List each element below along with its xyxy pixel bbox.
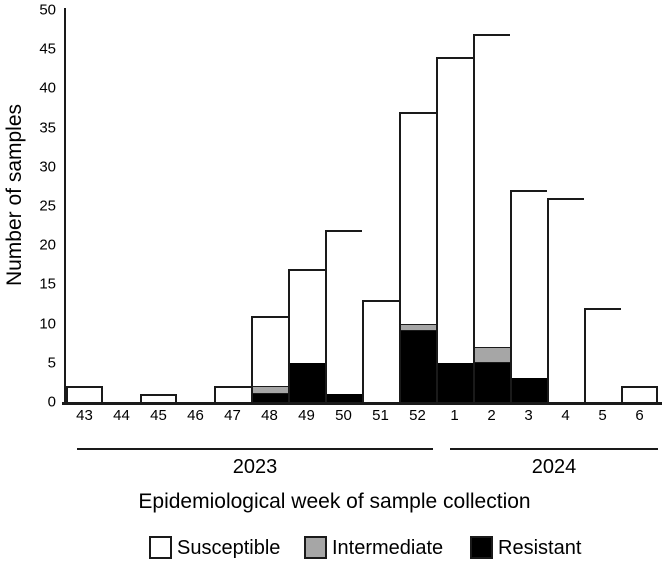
y-tick-label-0: 0 bbox=[47, 393, 56, 411]
y-tick-label-20: 20 bbox=[39, 236, 56, 254]
bar-week-4 bbox=[547, 198, 584, 402]
bar-week-45 bbox=[140, 394, 177, 402]
bar-week-6 bbox=[621, 386, 658, 402]
x-tick-label-week-47: 47 bbox=[224, 407, 241, 424]
y-tick-label-10: 10 bbox=[39, 315, 56, 333]
legend-item-resistant: Resistant bbox=[470, 536, 581, 559]
bar-week-2 bbox=[473, 33, 510, 402]
year-label-2024: 2024 bbox=[531, 456, 577, 478]
segment-intermediate-week-48 bbox=[253, 386, 288, 395]
bar-week-52 bbox=[399, 111, 436, 402]
y-tick-label-30: 30 bbox=[39, 158, 56, 176]
x-tick-label-week-48: 48 bbox=[261, 407, 278, 424]
x-tick-label-week-1: 1 bbox=[450, 407, 459, 424]
y-tick-label-40: 40 bbox=[39, 79, 56, 97]
bar-week-50 bbox=[325, 229, 362, 402]
segment-resistant-week-52 bbox=[401, 331, 436, 402]
segment-intermediate-week-2 bbox=[475, 347, 510, 363]
bar-week-43 bbox=[66, 386, 103, 402]
x-tick-label-week-46: 46 bbox=[187, 407, 204, 424]
x-tick-label-week-44: 44 bbox=[113, 407, 130, 424]
y-tick-label-25: 25 bbox=[39, 197, 56, 215]
legend-item-susceptible: Susceptible bbox=[149, 536, 280, 559]
x-tick-label-week-5: 5 bbox=[598, 407, 607, 424]
x-tick-label-week-3: 3 bbox=[524, 407, 533, 424]
bar-week-48 bbox=[251, 315, 288, 402]
x-tick-label-week-52: 52 bbox=[409, 407, 426, 424]
x-tick-label-week-51: 51 bbox=[372, 407, 389, 424]
y-tick-label-50: 50 bbox=[39, 1, 56, 19]
bar-week-47 bbox=[214, 386, 251, 402]
x-axis-title: Epidemiological week of sample collectio… bbox=[138, 490, 531, 513]
segment-resistant-week-1 bbox=[438, 362, 473, 402]
segment-intermediate-week-52 bbox=[401, 323, 436, 332]
segment-resistant-week-48 bbox=[253, 394, 288, 402]
x-tick-label-week-43: 43 bbox=[76, 407, 93, 424]
x-tick-label-week-2: 2 bbox=[487, 407, 496, 424]
x-tick-label-week-50: 50 bbox=[335, 407, 352, 424]
intermediate-swatch-icon bbox=[304, 536, 327, 559]
susceptible-swatch-icon bbox=[149, 536, 172, 559]
year-bracket-line-2024 bbox=[450, 448, 658, 450]
legend-label-susceptible: Susceptible bbox=[177, 536, 281, 559]
legend-label-intermediate: Intermediate bbox=[332, 536, 444, 559]
bar-week-49 bbox=[288, 268, 325, 402]
bar-week-3 bbox=[510, 190, 547, 402]
x-tick-label-week-49: 49 bbox=[298, 407, 315, 424]
segment-resistant-week-49 bbox=[290, 362, 325, 402]
segment-resistant-week-3 bbox=[512, 378, 547, 402]
segment-resistant-week-2 bbox=[475, 362, 510, 402]
bar-week-51 bbox=[362, 300, 399, 402]
y-tick-label-45: 45 bbox=[39, 40, 56, 58]
legend-label-resistant: Resistant bbox=[498, 536, 582, 559]
bar-week-1 bbox=[436, 57, 473, 402]
bar-week-5 bbox=[584, 307, 621, 402]
year-label-2023: 2023 bbox=[232, 456, 278, 478]
y-axis-line bbox=[64, 8, 66, 404]
x-tick-label-week-4: 4 bbox=[561, 407, 570, 424]
y-tick-label-5: 5 bbox=[47, 354, 56, 372]
y-axis-title: Number of samples bbox=[3, 103, 26, 287]
year-bracket-line-2023 bbox=[77, 448, 433, 450]
x-axis-line bbox=[62, 402, 662, 405]
y-tick-label-35: 35 bbox=[39, 119, 56, 137]
x-tick-label-week-45: 45 bbox=[150, 407, 167, 424]
legend-item-intermediate: Intermediate bbox=[304, 536, 443, 559]
x-tick-label-week-6: 6 bbox=[635, 407, 644, 424]
y-tick-label-15: 15 bbox=[39, 275, 56, 293]
segment-resistant-week-50 bbox=[327, 394, 362, 402]
resistant-swatch-icon bbox=[470, 536, 493, 559]
